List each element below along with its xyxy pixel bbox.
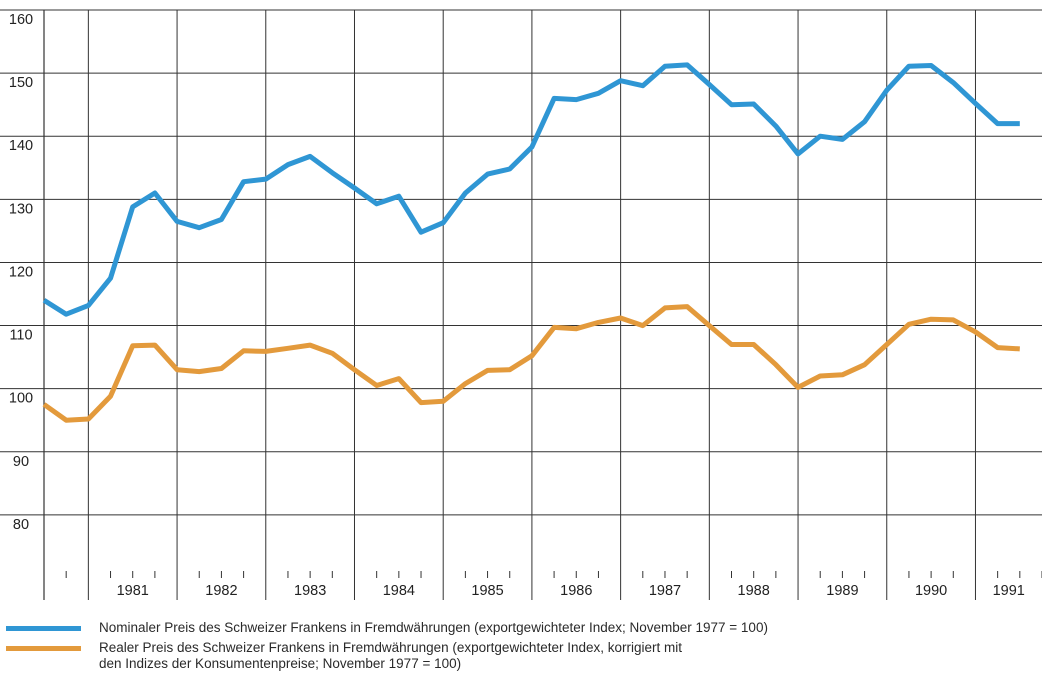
- x-tick-label: 1991: [993, 583, 1025, 599]
- legend-swatch-real: [6, 646, 81, 651]
- line-chart: 80 90 100 110 120 130 140 150 160 1981 1982 1983 198…: [0, 9, 1042, 600]
- legend-entry-nominal: Nominaler Preis des Schweizer Frankens i…: [6, 620, 768, 636]
- x-tick-label: 1985: [471, 583, 503, 599]
- y-tick-label: 140: [9, 138, 33, 154]
- legend-label-nominal: Nominaler Preis des Schweizer Frankens i…: [99, 620, 768, 635]
- x-tick-label: 1982: [205, 583, 237, 599]
- y-tick-label: 110: [9, 328, 32, 344]
- y-tick-label: 130: [9, 201, 33, 217]
- x-tick-label: 1984: [383, 583, 415, 599]
- x-tick-label: 1988: [738, 583, 770, 599]
- x-tick-label: 1983: [294, 583, 326, 599]
- x-tick-label: 1989: [826, 583, 858, 599]
- y-tick-label: 100: [9, 391, 33, 407]
- x-tick-label: 1981: [117, 583, 149, 599]
- chart-legend: Nominaler Preis des Schweizer Frankens i…: [6, 620, 1026, 675]
- y-tick-label: 120: [9, 264, 33, 280]
- legend-label-real: Realer Preis des Schweizer Frankens in F…: [99, 640, 682, 671]
- chart-grid: [0, 9, 1042, 600]
- legend-swatch-nominal: [6, 626, 81, 631]
- series-line-real: [42, 304, 1020, 423]
- y-tick-label: 160: [9, 12, 33, 28]
- series-line-nominal: [42, 62, 1020, 317]
- y-tick-label: 80: [13, 517, 29, 533]
- chart-series: [42, 62, 1020, 423]
- legend-entry-real: Realer Preis des Schweizer Frankens in F…: [6, 640, 682, 672]
- x-tick-label: 1987: [649, 583, 681, 599]
- chart-axes: 80 90 100 110 120 130 140 150 160 1981 1982 1983 198…: [9, 10, 1042, 600]
- y-tick-label: 90: [13, 454, 29, 470]
- y-tick-label: 150: [9, 75, 33, 91]
- x-tick-label: 1990: [915, 583, 947, 599]
- x-tick-label: 1986: [560, 583, 592, 599]
